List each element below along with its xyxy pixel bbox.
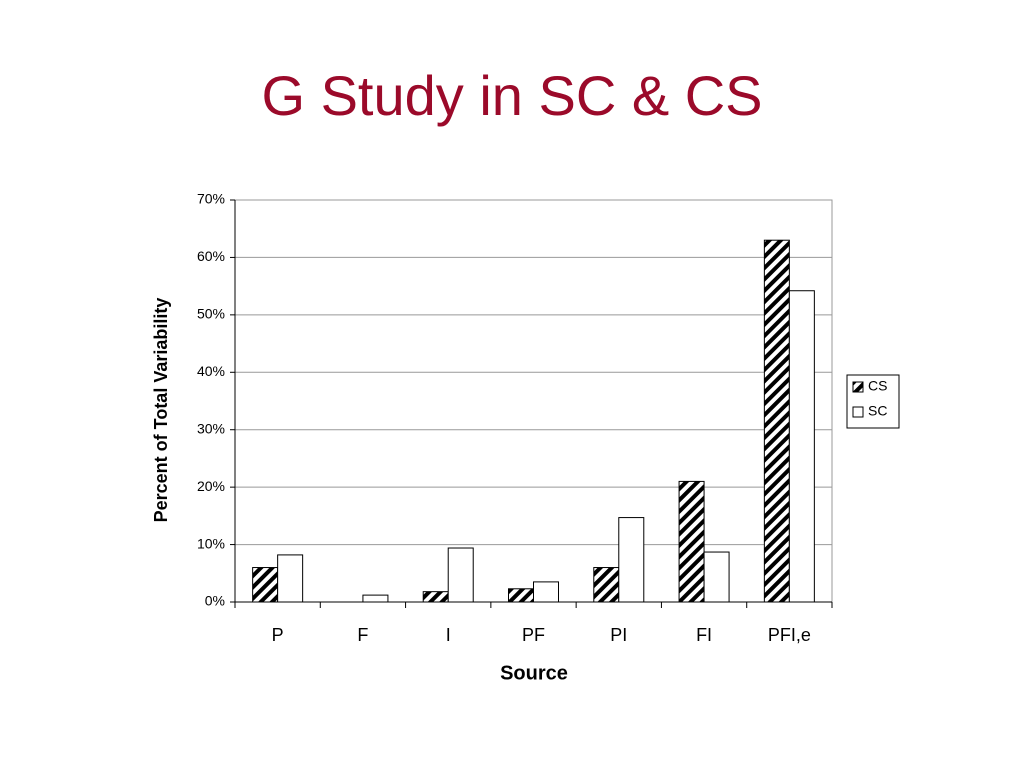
bar (618, 517, 645, 603)
y-tick-label: 50% (197, 306, 225, 322)
bar (252, 567, 279, 603)
y-tick-label: 40% (197, 363, 225, 379)
bar (593, 567, 620, 603)
bar (703, 551, 730, 603)
y-tick-label: 0% (205, 593, 225, 609)
x-tick-label: F (357, 625, 368, 645)
bar (763, 239, 790, 603)
bar (678, 480, 705, 603)
legend-swatch (852, 406, 864, 418)
y-tick-label: 10% (197, 535, 225, 551)
x-axis-label: Source (500, 662, 568, 684)
legend-label: CS (868, 378, 887, 394)
bar (533, 581, 559, 603)
bar (422, 591, 449, 603)
bar (447, 547, 474, 603)
y-tick-label: 60% (197, 248, 225, 264)
x-tick-label: PFI,e (768, 625, 811, 645)
legend-swatch (852, 381, 864, 393)
bar (277, 554, 304, 603)
bar (362, 594, 389, 603)
legend-label: SC (868, 403, 887, 419)
y-axis-label: Percent of Total Variability (151, 298, 171, 523)
y-tick-label: 70% (197, 191, 225, 207)
x-tick-label: FI (696, 625, 712, 645)
y-tick-label: 30% (197, 420, 225, 436)
x-tick-label: P (272, 625, 284, 645)
y-tick-label: 20% (197, 478, 225, 494)
plot-area (234, 199, 833, 603)
bar (788, 290, 815, 603)
x-tick-label: PI (610, 625, 627, 645)
chart-title: G Study in SC & CS (261, 64, 762, 127)
bar (508, 588, 534, 603)
x-tick-label: PF (522, 625, 545, 645)
x-tick-label: I (446, 625, 451, 645)
